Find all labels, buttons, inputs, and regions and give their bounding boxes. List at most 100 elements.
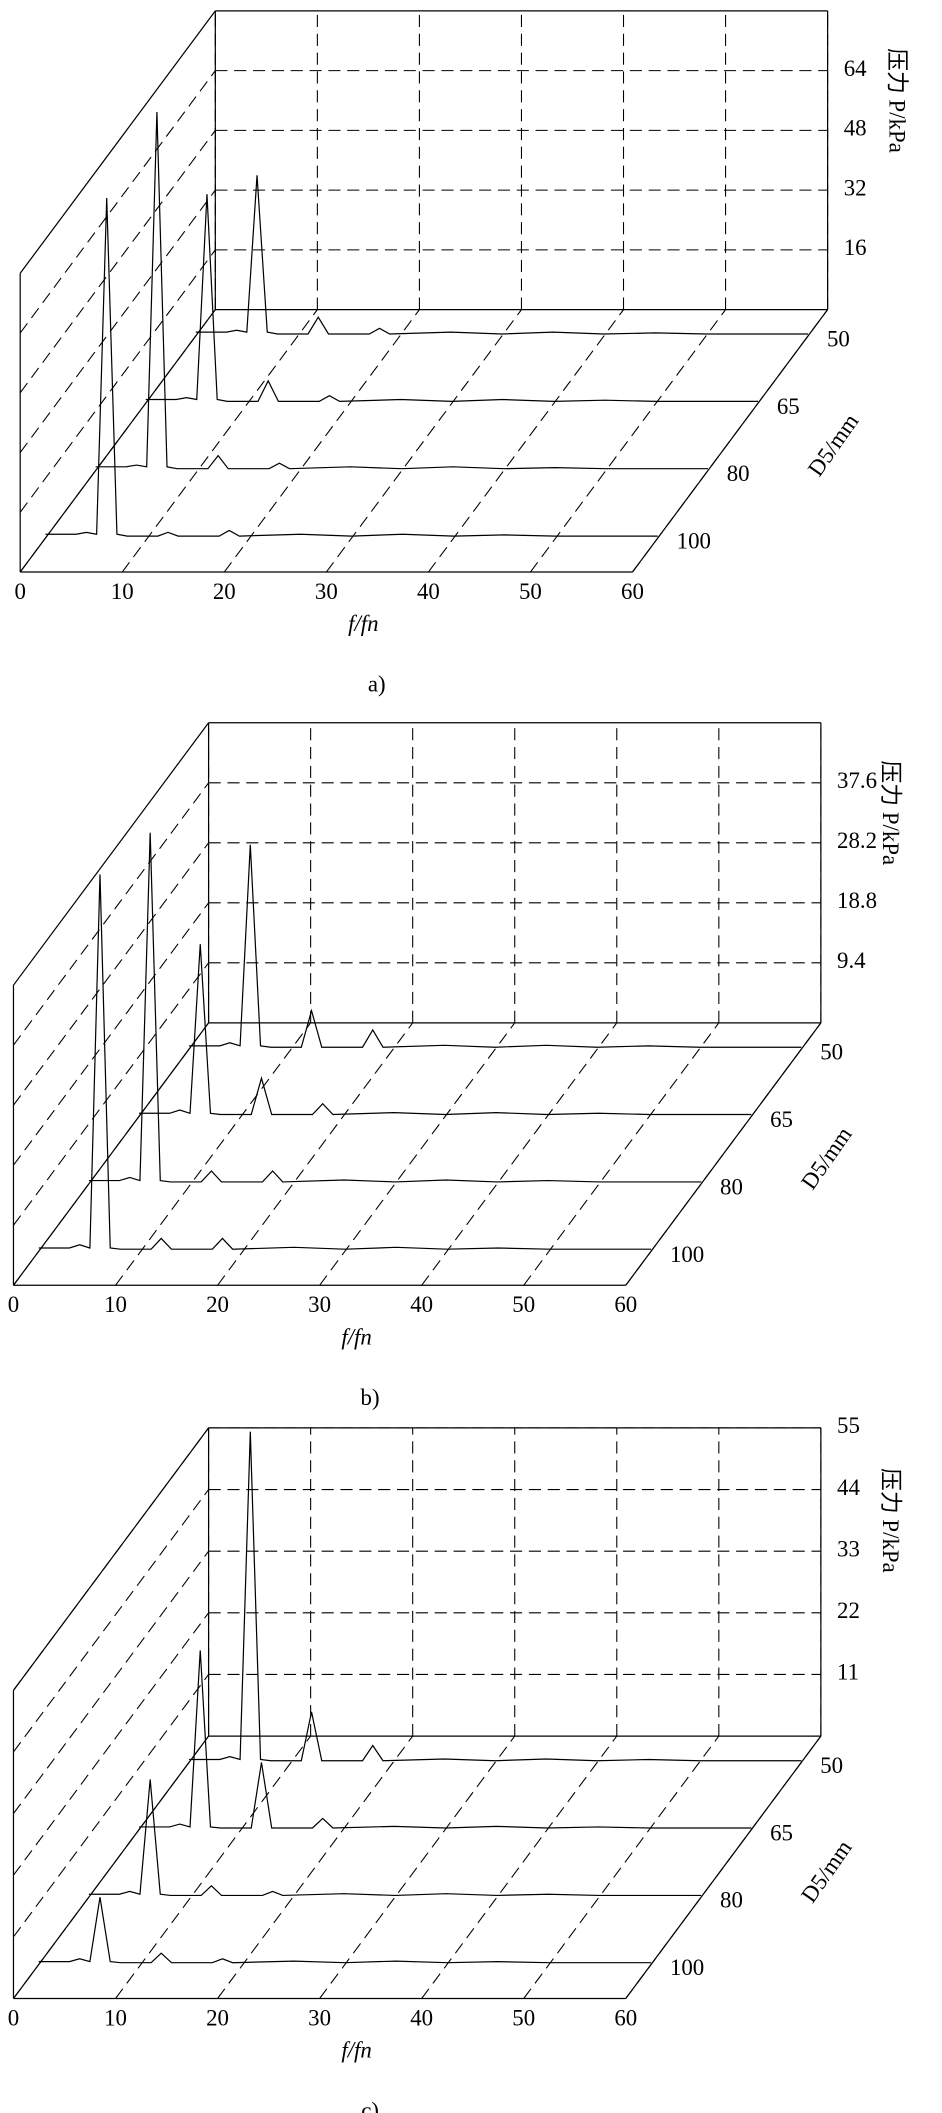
y-tick-label: 28.2 — [837, 828, 877, 853]
x-tick-label: 10 — [104, 2005, 127, 2030]
side-grid-line — [13, 1489, 210, 1753]
floor-grid-line — [13, 1735, 210, 1999]
floor-grid-line — [427, 309, 624, 573]
side-grid-line — [19, 189, 216, 453]
x-tick-label: 0 — [8, 2005, 19, 2030]
x-tick-label: 0 — [14, 579, 25, 604]
side-grid-line — [13, 1550, 210, 1814]
side-grid-line — [19, 70, 216, 334]
floor-grid-line — [13, 1022, 210, 1286]
x-axis-title: f/fn — [348, 611, 378, 636]
side-grid-line — [13, 1427, 210, 1691]
depth-label: 80 — [720, 1174, 743, 1199]
x-tick-label: 10 — [111, 579, 134, 604]
x-tick-label: 60 — [621, 579, 644, 604]
y-tick-label: 18.8 — [837, 888, 877, 913]
spectrum-line — [189, 844, 802, 1048]
y-tick-label: 11 — [837, 1660, 859, 1685]
spectrum-line — [95, 112, 708, 470]
y-tick-label: 64 — [844, 56, 867, 81]
depth-axis-title: D5/mm — [796, 1122, 857, 1194]
wall-edge — [12, 722, 210, 986]
floor-grid-line — [625, 1022, 822, 1286]
floor-grid-line — [319, 1022, 516, 1286]
side-grid-line — [13, 902, 210, 1166]
x-tick-label: 20 — [206, 2005, 229, 2030]
depth-label: 100 — [670, 1955, 704, 1980]
x-tick-label: 50 — [512, 2005, 535, 2030]
depth-label: 50 — [820, 1753, 843, 1778]
spectrum-line — [88, 832, 702, 1183]
spectrum-line — [45, 198, 658, 537]
spectrum-line — [38, 874, 652, 1250]
panel-label: a) — [368, 672, 386, 697]
side-grid-line — [13, 782, 210, 1046]
x-axis-title: f/fn — [341, 2038, 371, 2063]
y-tick-label: 9.4 — [837, 948, 866, 973]
y-tick-label: 32 — [844, 175, 867, 200]
side-grid-line — [19, 130, 216, 394]
floor-grid-line — [115, 1022, 312, 1286]
depth-label: 100 — [670, 1242, 704, 1267]
x-tick-label: 50 — [519, 579, 542, 604]
spectrum-line — [195, 175, 809, 335]
x-tick-label: 30 — [308, 1292, 331, 1317]
floor-grid-line — [625, 1735, 822, 1999]
floor-grid-line — [530, 309, 726, 573]
spectrum-line — [189, 1431, 802, 1762]
floor-grid-line — [523, 1735, 720, 1999]
side-grid-line — [13, 1674, 210, 1938]
floor-grid-line — [421, 1735, 618, 1999]
y-axis-title: 压力 P/kPa — [878, 760, 903, 865]
y-tick-label: 16 — [844, 235, 867, 260]
depth-label: 65 — [770, 1107, 793, 1132]
x-tick-label: 40 — [410, 2005, 433, 2030]
spectrum-line — [145, 194, 759, 403]
floor-grid-line — [632, 309, 829, 573]
y-tick-label: 37.6 — [837, 768, 877, 793]
spectrum-line — [88, 1779, 702, 1897]
x-tick-label: 30 — [308, 2005, 331, 2030]
x-tick-label: 60 — [614, 2005, 637, 2030]
y-tick-label: 55 — [837, 1413, 860, 1438]
x-tick-label: 10 — [104, 1292, 127, 1317]
side-grid-line — [13, 962, 210, 1226]
depth-label: 65 — [777, 394, 800, 419]
depth-label: 100 — [677, 529, 711, 554]
x-tick-label: 20 — [206, 1292, 229, 1317]
x-tick-label: 60 — [614, 1292, 637, 1317]
depth-label: 80 — [727, 461, 750, 486]
depth-label: 50 — [820, 1040, 843, 1065]
floor-grid-line — [325, 309, 522, 573]
spectrum-line — [139, 1650, 752, 1829]
depth-label: 50 — [827, 327, 850, 352]
floor-grid-line — [121, 309, 318, 573]
side-grid-line — [13, 1612, 210, 1876]
spectrum-line — [38, 1897, 652, 1964]
floor-grid-line — [523, 1022, 720, 1286]
y-tick-label: 22 — [837, 1598, 860, 1623]
side-grid-line — [13, 842, 210, 1106]
y-axis-title: 压力 P/kPa — [878, 1468, 903, 1573]
floor-grid-line — [223, 309, 420, 573]
x-tick-label: 50 — [512, 1292, 535, 1317]
floor-grid-line — [19, 309, 216, 573]
x-tick-label: 0 — [8, 1292, 19, 1317]
y-tick-label: 48 — [844, 116, 867, 141]
x-tick-label: 20 — [213, 579, 236, 604]
floor-grid-line — [217, 1735, 414, 1999]
depth-axis-title: D5/mm — [803, 409, 864, 481]
depth-label: 80 — [720, 1888, 743, 1913]
y-tick-label: 33 — [837, 1536, 860, 1561]
panel-label: c) — [361, 2098, 379, 2113]
y-tick-label: 44 — [837, 1475, 860, 1500]
wall-edge — [19, 10, 216, 274]
x-tick-label: 40 — [417, 579, 440, 604]
x-tick-label: 40 — [410, 1292, 433, 1317]
depth-label: 65 — [770, 1820, 793, 1845]
x-tick-label: 30 — [315, 579, 338, 604]
floor-grid-line — [421, 1022, 618, 1286]
floor-grid-line — [319, 1735, 516, 1999]
side-grid-line — [19, 249, 216, 513]
